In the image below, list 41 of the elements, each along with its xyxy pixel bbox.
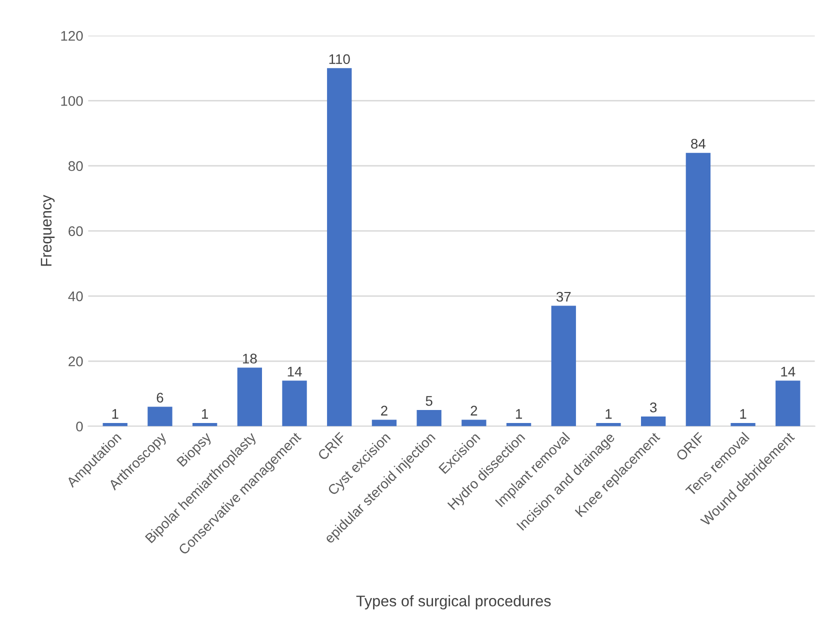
data-label: 18	[243, 354, 257, 364]
data-label: 37	[556, 292, 571, 302]
data-label: 1	[202, 409, 208, 419]
bar	[776, 380, 800, 426]
y-tick-label: 0	[76, 422, 83, 432]
bar	[148, 406, 172, 426]
bar	[372, 420, 397, 426]
bar	[102, 422, 128, 426]
y-tick-label: 60	[68, 226, 83, 236]
data-label: 84	[691, 138, 706, 149]
data-label: 2	[381, 406, 388, 416]
y-tick-label: 40	[68, 291, 83, 302]
bar	[192, 422, 218, 426]
bar	[551, 306, 576, 426]
data-label: 6	[156, 392, 164, 403]
data-label: 1	[740, 409, 746, 419]
bar	[641, 416, 666, 426]
bar	[327, 68, 352, 426]
y-tick-label: 120	[61, 30, 83, 41]
x-axis-title: Types of surgical procedures	[356, 595, 551, 610]
data-label: 1	[606, 409, 612, 419]
data-label: 110	[329, 54, 350, 64]
y-tick-label: 80	[68, 161, 83, 172]
y-axis-title: Frequency	[40, 194, 55, 266]
bar	[686, 152, 711, 426]
data-label: 1	[516, 409, 522, 419]
bar	[416, 410, 442, 426]
y-tick-label: 100	[61, 96, 83, 106]
data-label: 5	[426, 396, 432, 406]
bar	[730, 422, 756, 426]
data-label: 2	[470, 406, 478, 416]
data-label: 3	[650, 402, 657, 412]
bar	[237, 368, 262, 426]
data-label: 14	[781, 366, 796, 376]
bar	[282, 380, 307, 426]
data-label: 14	[288, 366, 302, 376]
bar	[506, 422, 532, 426]
data-label: 1	[112, 409, 118, 419]
y-tick-label: 20	[68, 356, 83, 366]
bar	[596, 422, 621, 426]
bar	[462, 420, 486, 426]
